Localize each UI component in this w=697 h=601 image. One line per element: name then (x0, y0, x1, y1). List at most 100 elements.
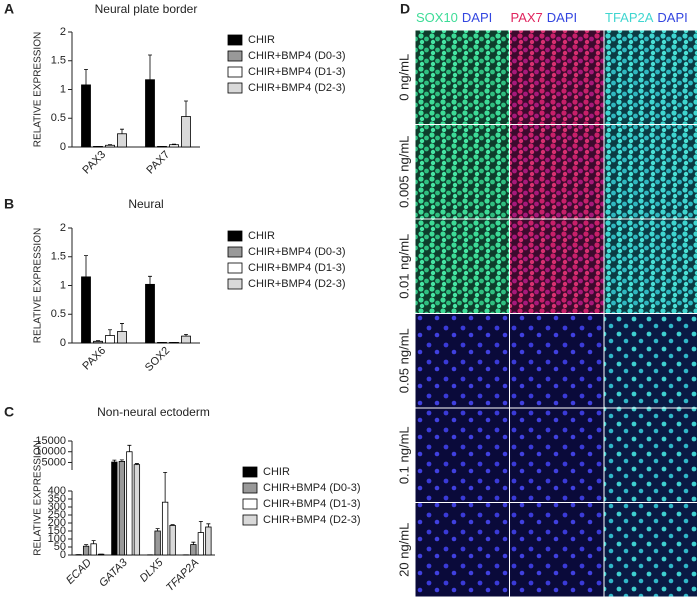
counterstain-name: DAPI (547, 10, 577, 25)
x-tick-label: TFAP2A (164, 557, 201, 594)
micrograph (604, 503, 697, 597)
error-bar (148, 275, 152, 285)
error-bar (148, 54, 152, 80)
bar (145, 79, 155, 148)
bar (190, 544, 197, 556)
y-tick-label: 1 (60, 83, 66, 95)
marker-name: SOX10 (416, 10, 458, 25)
micrograph (604, 408, 697, 502)
chart-title: Neural plate border (95, 2, 198, 16)
error-bar (120, 323, 124, 332)
micrograph (510, 314, 604, 408)
y-tick-label: 2 (60, 222, 66, 234)
error-bar (120, 128, 124, 134)
y-tick-label: 0 (60, 141, 66, 153)
bar (205, 526, 212, 556)
micrograph (510, 125, 604, 219)
legend-swatch (242, 498, 258, 510)
bar (181, 116, 191, 148)
error-bar (198, 521, 203, 533)
bar (105, 335, 115, 344)
legend-label: CHIR+BMP4 (D1-3) (248, 66, 346, 78)
bar (126, 451, 133, 556)
y-tick-label: 10000 (35, 446, 66, 458)
legend-swatch (227, 34, 243, 46)
bar (154, 530, 161, 556)
x-tick-label: PAX3 (80, 149, 108, 177)
y-tick-label: 0 (60, 337, 66, 349)
error-bar (108, 144, 112, 146)
panel-label: B (4, 196, 14, 212)
legend-label: CHIR+BMP4 (D1-3) (248, 262, 346, 274)
y-tick-label: 150 (48, 525, 66, 537)
marker-name: TFAP2A (605, 10, 654, 25)
y-tick-label: 2 (60, 26, 66, 38)
y-tick-label: 400 (48, 485, 66, 497)
bar (82, 545, 90, 556)
chart-title: Neural (128, 197, 163, 211)
error-bar (170, 524, 175, 526)
bar (169, 144, 179, 148)
micrograph (510, 30, 604, 124)
legend-swatch (242, 514, 258, 526)
error-bar (91, 540, 96, 544)
y-tick-label: 250 (48, 509, 66, 521)
error-bar (84, 255, 88, 277)
y-tick-label: 200 (48, 517, 66, 529)
y-tick-label: 350 (48, 493, 66, 505)
error-bar (155, 528, 160, 531)
error-bar (119, 459, 124, 462)
legend-label: CHIR (248, 230, 275, 242)
bar (117, 133, 127, 148)
error-bar (172, 143, 176, 145)
micrograph (604, 125, 697, 219)
legend-swatch (242, 466, 258, 478)
legend-label: CHIR+BMP4 (D0-3) (263, 482, 361, 494)
row-label: 0.1 ng/mL (396, 426, 411, 484)
column-header: TFAP2A DAPI (605, 10, 688, 25)
bar (169, 525, 176, 556)
micrograph (415, 314, 509, 408)
legend-swatch (227, 66, 243, 78)
legend-swatch (227, 82, 243, 94)
chart-title: Non-neural ectoderm (97, 405, 210, 419)
error-bar (191, 541, 196, 545)
micrograph (415, 30, 509, 124)
bar (197, 532, 205, 556)
micrograph (415, 219, 509, 313)
x-tick-label: PAX6 (80, 345, 108, 373)
x-tick-label: PAX7 (144, 149, 172, 177)
error-bar (163, 471, 168, 503)
bar (145, 283, 155, 344)
bar (111, 461, 118, 556)
micrograph (604, 219, 697, 313)
column-header: PAX7 DAPI (511, 10, 578, 25)
legend-swatch (227, 262, 243, 274)
error-bar (112, 459, 117, 463)
legend-swatch (227, 278, 243, 290)
legend-label: CHIR+BMP4 (D2-3) (248, 82, 346, 94)
bar (81, 276, 91, 344)
legend-swatch (227, 246, 243, 258)
bar (81, 84, 91, 148)
legend-label: CHIR (263, 466, 290, 478)
bar (118, 461, 126, 556)
error-bar (84, 68, 88, 85)
y-tick-label: 5000 (42, 456, 66, 468)
legend-label: CHIR+BMP4 (D0-3) (248, 246, 346, 258)
error-bar (206, 523, 211, 527)
x-tick-label: GATA3 (97, 556, 130, 589)
legend-label: CHIR+BMP4 (D2-3) (263, 514, 361, 526)
column-header: SOX10 DAPI (416, 10, 492, 25)
legend-swatch (227, 50, 243, 62)
error-bar (134, 463, 139, 465)
y-tick-label: 1 (60, 279, 66, 291)
x-tick-label: SOX2 (143, 345, 172, 374)
row-label: 20 ng/mL (396, 523, 411, 577)
micrograph (604, 30, 697, 124)
legend-label: CHIR (248, 34, 275, 46)
row-label: 0 ng/mL (396, 54, 411, 101)
y-tick-label: 50 (54, 541, 66, 553)
y-tick-label: 0.5 (51, 112, 66, 124)
panel-label: D (400, 1, 410, 17)
